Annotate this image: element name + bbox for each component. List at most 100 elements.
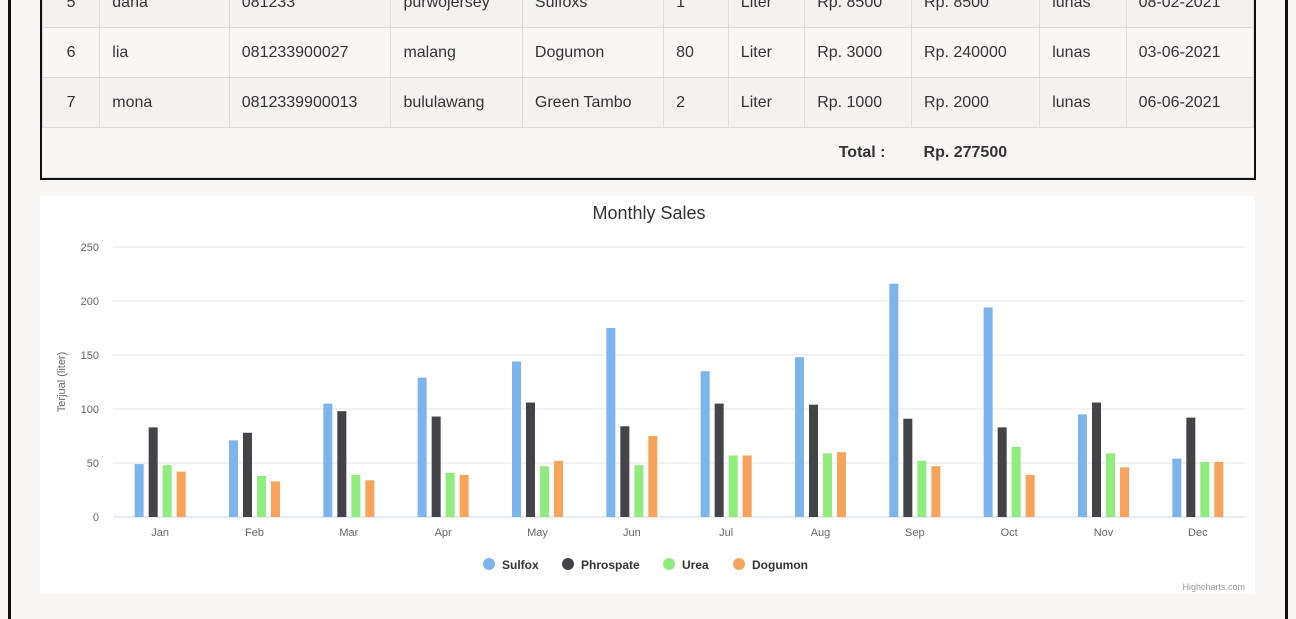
bar-dogumon-jul	[742, 455, 752, 517]
legend-marker-phrospate	[562, 558, 574, 570]
bar-sulfox-dec	[1172, 458, 1182, 517]
cell-no: 6	[41, 27, 101, 78]
cell-quantity: 2	[663, 77, 729, 128]
cell-subtotal: Rp. 240000	[911, 27, 1041, 78]
x-tick-label: Dec	[1188, 527, 1208, 539]
chart-svg: Monthly Sales 0 50 100 150 200 250 Terjual (lit…	[56, 203, 1245, 592]
bar-sulfox-mar	[323, 403, 333, 517]
bar-urea-sep	[917, 460, 927, 517]
legend-label-phrospate: Phrospate	[581, 558, 640, 572]
cell-address: malang	[390, 27, 523, 78]
total-spacer	[42, 127, 805, 178]
cell-phone: 0812339900013	[228, 77, 392, 128]
bar-dogumon-may	[554, 460, 563, 517]
sales-table: 5 dana 081233 purwojersey Sulfoxs 1 Liter Rp. 8…	[41, 0, 1255, 178]
cell-phone: 081233	[228, 0, 392, 28]
y-axis-title: Terjual (liter)	[56, 352, 68, 413]
cell-address: bululawang	[390, 77, 523, 128]
x-tick-label: Aug	[811, 527, 831, 539]
bar-dogumon-sep	[931, 466, 941, 517]
bar-phrospate-sep	[903, 418, 913, 517]
bar-dogumon-feb	[271, 481, 280, 517]
y-tick-label: 50	[87, 458, 99, 470]
cell-quantity: 1	[663, 0, 729, 28]
window-frame-left	[8, 0, 11, 619]
cell-unit: Liter	[727, 0, 806, 28]
cell-subtotal: Rp. 8500	[911, 0, 1041, 28]
bar-urea-apr	[445, 472, 455, 517]
bar-dogumon-jan	[176, 471, 186, 517]
bar-dogumon-oct	[1025, 474, 1035, 517]
bar-urea-jun	[634, 465, 644, 517]
bar-dogumon-jun	[648, 436, 658, 517]
bar-phrospate-jul	[714, 403, 724, 517]
bar-dogumon-mar	[365, 480, 375, 517]
legend-marker-sulfox	[483, 558, 495, 570]
table-row: 5 dana 081233 purwojersey Sulfoxs 1 Liter Rp. 8…	[41, 0, 1255, 28]
x-tick-label: Nov	[1094, 527, 1114, 539]
cell-unit: Liter	[727, 77, 806, 128]
bar-dogumon-dec	[1214, 461, 1224, 517]
bar-sulfox-jan	[134, 464, 144, 517]
highcharts-credit: Highcharts.com	[1182, 582, 1245, 592]
cell-payment-status: lunas	[1039, 0, 1127, 28]
bar-sulfox-jun	[606, 328, 616, 517]
bar-urea-jul	[728, 455, 738, 517]
cell-payment-status: lunas	[1039, 77, 1127, 128]
bar-phrospate-oct	[997, 427, 1007, 517]
bar-dogumon-apr	[459, 474, 469, 517]
bar-urea-nov	[1106, 453, 1115, 517]
total-row: Total : Rp. 277500	[42, 127, 1254, 178]
legend-label-sulfox: Sulfox	[502, 558, 539, 572]
bar-urea-oct	[1011, 446, 1021, 517]
table-row: 6 lia 081233900027 malang Dogumon 80 Liter Rp. …	[41, 27, 1255, 78]
legend-marker-dogumon	[733, 558, 745, 570]
bar-sulfox-oct	[983, 307, 993, 517]
legend-marker-urea	[663, 558, 675, 570]
bar-urea-mar	[351, 474, 361, 517]
cell-price: Rp. 3000	[804, 27, 913, 78]
x-tick-label: Apr	[435, 527, 452, 539]
bar-phrospate-feb	[243, 432, 252, 517]
bar-sulfox-jul	[700, 371, 710, 517]
cell-product: Green Tambo	[521, 77, 665, 128]
cell-payment-status: lunas	[1039, 27, 1127, 78]
x-tick-label: Feb	[245, 527, 264, 539]
bar-phrospate-jan	[148, 427, 158, 517]
bar-sulfox-aug	[795, 357, 804, 517]
bar-sulfox-nov	[1078, 414, 1087, 517]
bar-sulfox-feb	[229, 440, 238, 517]
bar-sulfox-may	[512, 361, 521, 517]
cell-no: 5	[41, 0, 101, 28]
bar-urea-may	[540, 466, 549, 517]
x-tick-label: May	[527, 527, 548, 539]
y-tick-label: 100	[81, 404, 99, 416]
bar-phrospate-nov	[1092, 402, 1101, 517]
cell-no: 7	[41, 77, 101, 128]
sales-table-panel: 5 dana 081233 purwojersey Sulfoxs 1 Liter Rp. 8…	[40, 0, 1256, 180]
y-tick-label: 150	[81, 350, 99, 362]
bar-phrospate-may	[526, 402, 535, 517]
bar-dogumon-nov	[1120, 467, 1129, 517]
x-tick-label: Sep	[905, 527, 925, 539]
bar-phrospate-mar	[337, 411, 347, 517]
x-tick-label: Jul	[719, 527, 733, 539]
y-tick-label: 250	[81, 242, 99, 254]
x-tick-label: Mar	[339, 527, 358, 539]
bar-sulfox-apr	[417, 377, 427, 517]
cell-price: Rp. 1000	[804, 77, 913, 128]
cell-phone: 081233900027	[228, 27, 392, 78]
cell-customer-name: dana	[99, 0, 230, 28]
cell-price: Rp. 8500	[804, 0, 913, 28]
bar-phrospate-apr	[431, 416, 441, 517]
bar-urea-jan	[162, 465, 172, 517]
bar-phrospate-jun	[620, 426, 630, 517]
window-frame-right	[1285, 0, 1288, 619]
cell-date: 03-06-2021	[1125, 27, 1255, 78]
cell-customer-name: lia	[99, 27, 230, 78]
x-tick-label: Jun	[623, 527, 641, 539]
y-tick-label: 200	[81, 296, 99, 308]
x-tick-label: Jan	[151, 527, 169, 539]
x-tick-label: Oct	[1001, 527, 1018, 539]
bar-urea-feb	[257, 475, 266, 517]
